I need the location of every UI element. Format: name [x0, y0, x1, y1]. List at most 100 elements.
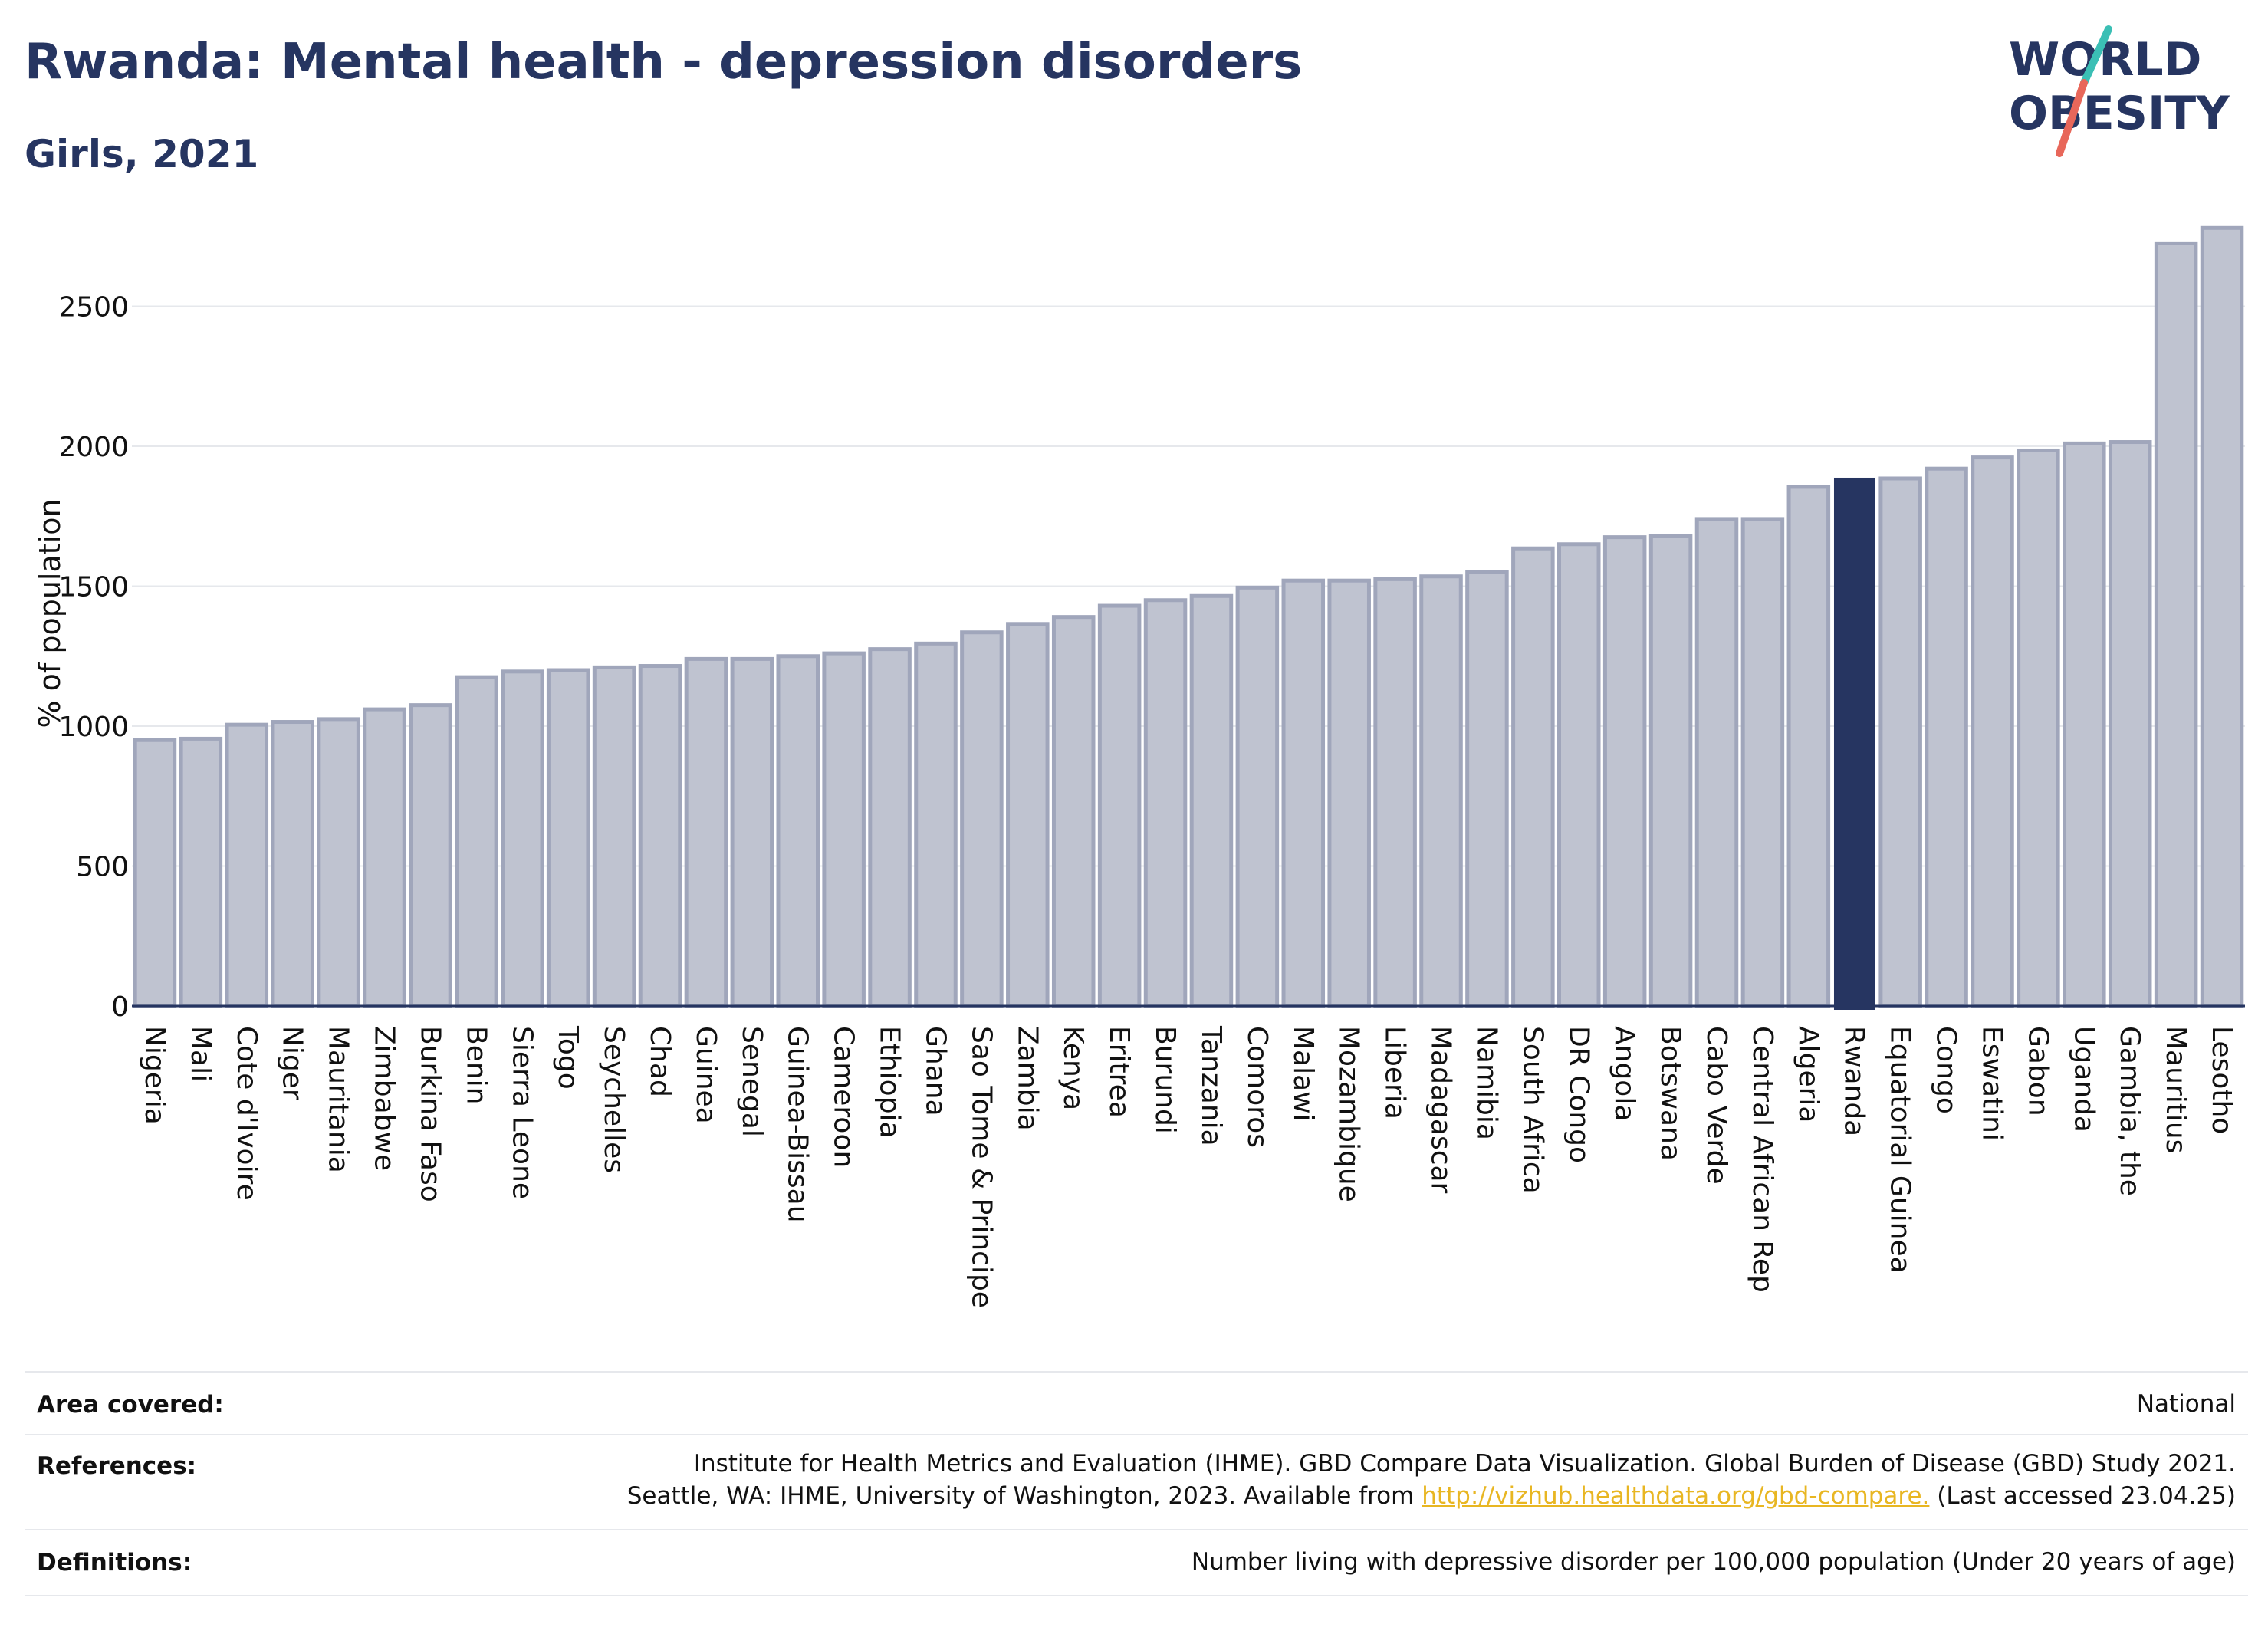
- bar: [1419, 574, 1463, 1008]
- chart-title: Rwanda: Mental health - depression disor…: [25, 34, 1303, 90]
- bar: [638, 664, 682, 1008]
- x-tick-label: Malawi: [1287, 1026, 1319, 1122]
- x-tick-label: Eritrea: [1103, 1026, 1135, 1118]
- x-tick-label: Central African Rep: [1747, 1026, 1778, 1293]
- x-tick-label: Namibia: [1471, 1026, 1502, 1140]
- x-tick-label: Sao Tome & Principe: [965, 1026, 997, 1308]
- bar: [730, 656, 774, 1008]
- bar: [1143, 598, 1188, 1008]
- bar: [1694, 517, 1739, 1008]
- bar: [1602, 535, 1647, 1008]
- x-tick-label: Liberia: [1379, 1026, 1411, 1119]
- bar: [271, 720, 314, 1008]
- x-tick-label: Equatorial Guinea: [1885, 1026, 1916, 1274]
- references-line-2-text: Seattle, WA: IHME, University of Washing…: [626, 1482, 1422, 1510]
- bar: [1097, 603, 1142, 1008]
- x-tick-label: Algeria: [1793, 1026, 1824, 1123]
- y-tick-label: 1500: [58, 572, 129, 603]
- x-tick-label: Burkina Faso: [414, 1026, 445, 1202]
- bar: [1006, 622, 1050, 1008]
- y-tick-label: 2000: [58, 432, 129, 463]
- definitions-label: Definitions:: [37, 1549, 192, 1576]
- y-tick-label: 500: [76, 852, 129, 883]
- references-line-2: Seattle, WA: IHME, University of Washing…: [627, 1480, 2236, 1512]
- logo-slash-red: [2056, 79, 2088, 157]
- bar: [1051, 615, 1096, 1008]
- references-line-2-suffix: (Last accessed 23.04.25): [1929, 1482, 2236, 1510]
- x-tick-label: Cameroon: [828, 1026, 860, 1168]
- x-tick-label: Comoros: [1241, 1026, 1273, 1148]
- bar: [455, 675, 498, 1008]
- x-tick-label: Congo: [1931, 1026, 1962, 1114]
- x-tick-label: Chad: [644, 1026, 675, 1097]
- bar: [1281, 578, 1326, 1008]
- x-tick-label: Zambia: [1011, 1026, 1043, 1131]
- bar: [1648, 534, 1693, 1008]
- bar-chart: 0 500 1000 1500 2000 2500 % of population Niger…: [33, 225, 2245, 1308]
- bar: [546, 668, 590, 1008]
- y-tick-label: 1000: [58, 712, 129, 743]
- x-tick-label: Lesotho: [2206, 1026, 2237, 1134]
- area-covered-label: Area covered:: [37, 1391, 224, 1419]
- bar: [225, 722, 269, 1008]
- x-tick-label: Cabo Verde: [1701, 1026, 1732, 1185]
- references-value: Institute for Health Metrics and Evaluat…: [627, 1448, 2236, 1512]
- footer-row-references: References: Institute for Health Metrics…: [25, 1434, 2248, 1530]
- footer-table: Area covered: National References: Insti…: [25, 1371, 2248, 1601]
- bar: [1878, 476, 1922, 1008]
- x-tick-label: Mauritius: [2160, 1026, 2191, 1153]
- x-tick-label: Senegal: [736, 1026, 768, 1137]
- x-tick-label: Cote d'Ivoire: [231, 1026, 262, 1201]
- x-tick-label: Guinea-Bissau: [782, 1026, 814, 1223]
- y-tick-label: 2500: [58, 292, 129, 324]
- bar: [684, 656, 728, 1008]
- y-axis-label: % of population: [33, 498, 67, 728]
- bar: [2017, 448, 2060, 1008]
- bar: [776, 654, 820, 1008]
- references-link[interactable]: http://vizhub.healthdata.org/gbd-compare…: [1422, 1482, 1930, 1510]
- bar: [1189, 593, 1234, 1008]
- bar: [409, 703, 452, 1008]
- bar: [914, 641, 958, 1008]
- x-tick-label: Burundi: [1149, 1026, 1181, 1134]
- x-tick-label: Niger: [277, 1026, 308, 1100]
- bar: [2154, 241, 2198, 1008]
- bar: [179, 736, 223, 1008]
- references-label: References:: [37, 1452, 197, 1480]
- bar: [1465, 570, 1509, 1008]
- x-tick-label: Zimbabwe: [369, 1026, 400, 1171]
- bar: [133, 738, 177, 1008]
- x-tick-label: Ghana: [919, 1026, 951, 1116]
- x-tick-label: Botswana: [1655, 1026, 1686, 1161]
- x-tick-label: Benin: [460, 1026, 491, 1104]
- bar: [2108, 440, 2152, 1008]
- chart-subtitle: Girls, 2021: [25, 132, 259, 176]
- references-line-1: Institute for Health Metrics and Evaluat…: [693, 1450, 2236, 1478]
- x-tick-label: South Africa: [1517, 1026, 1548, 1194]
- x-tick-label: Angola: [1609, 1026, 1640, 1121]
- x-tick-label: Gambia, the: [2114, 1026, 2145, 1196]
- bar: [500, 669, 544, 1008]
- bar: [317, 717, 360, 1008]
- x-tick-label: Tanzania: [1195, 1025, 1227, 1146]
- bar: [2200, 225, 2244, 1008]
- bar: [1511, 546, 1555, 1008]
- bar: [960, 630, 1004, 1008]
- bar: [363, 707, 406, 1008]
- x-tick-label: Nigeria: [139, 1026, 170, 1125]
- bar: [1971, 455, 2014, 1008]
- x-tick-label: Mozambique: [1333, 1026, 1365, 1202]
- area-covered-value: National: [2136, 1390, 2236, 1418]
- x-tick-label: Eswatini: [1976, 1026, 2007, 1141]
- bar: [2063, 441, 2106, 1008]
- bar: [592, 665, 636, 1008]
- bar: [1556, 542, 1601, 1008]
- x-tick-label: Togo: [552, 1025, 583, 1090]
- x-tick-label: Rwanda: [1839, 1026, 1870, 1136]
- x-tick-label: Mali: [185, 1026, 216, 1082]
- x-tick-label: Guinea: [690, 1026, 721, 1124]
- x-tick-label: Sierra Leone: [506, 1026, 537, 1199]
- x-tick-label: Kenya: [1057, 1026, 1089, 1110]
- x-tick-label: Mauritania: [323, 1026, 354, 1173]
- x-tick-label: Ethiopia: [874, 1026, 906, 1139]
